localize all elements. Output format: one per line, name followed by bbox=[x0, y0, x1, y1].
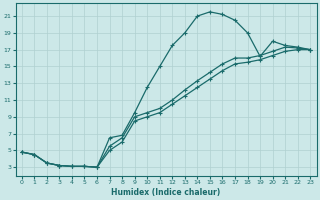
X-axis label: Humidex (Indice chaleur): Humidex (Indice chaleur) bbox=[111, 188, 221, 197]
